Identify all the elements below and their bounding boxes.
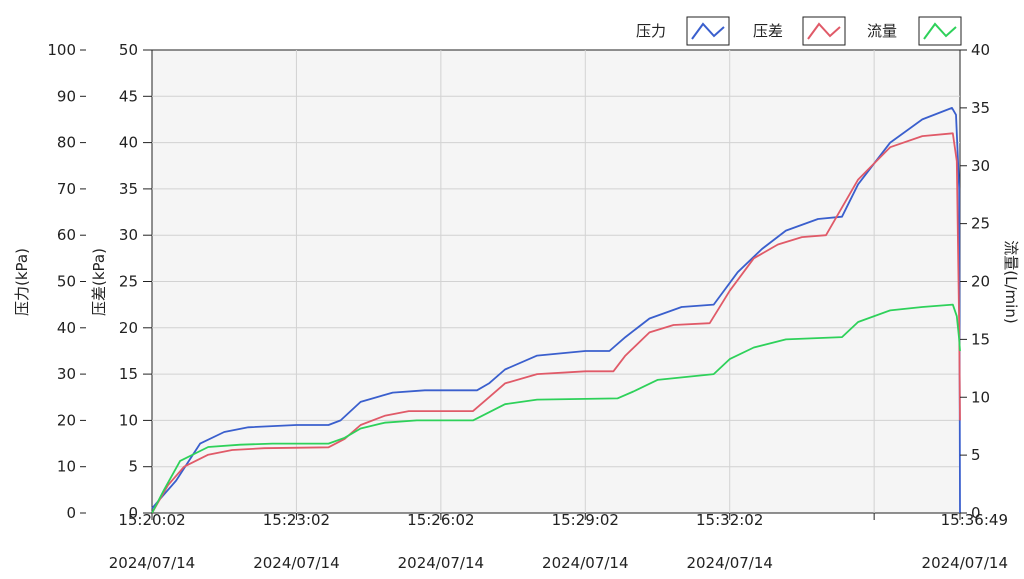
legend-label-diff-pressure: 压差 [753,22,783,40]
series-line-flow [151,303,961,514]
left-inner-tick-label: 35 [119,180,138,198]
left-outer-tick-label: 10 [57,458,76,476]
legend-swatch-diff-pressure [802,16,846,46]
left-inner-tick-label: 20 [119,319,138,337]
x-tick-label-date: 2024/07/14 [253,554,339,572]
x-tick-label-time: 15:26:02 [407,511,474,529]
legend-line-pressure [691,22,725,40]
left-outer-tick-label: 100 [47,41,76,59]
series-layer [151,107,961,514]
legend-label-pressure: 压力 [636,22,666,40]
left-inner-tick-label: 10 [119,411,138,429]
right-tick-label: 25 [971,215,990,233]
left-inner-tick-label: 50 [119,41,138,59]
right-tick-label: 0 [971,504,981,522]
right-tick-label: 35 [971,99,990,117]
left-outer-tick-label: 70 [57,180,76,198]
x-tick-label-time: 15:20:02 [118,511,185,529]
left-inner-tick-label: 15 [119,365,138,383]
series-line-diff-pressure [151,132,961,514]
left-inner-tick-label: 40 [119,134,138,152]
x-tick-label-time: 15:32:02 [696,511,763,529]
legend-item-diff-pressure: 压差 [753,16,846,46]
x-tick-label-time: 15:29:02 [552,511,619,529]
left-inner-tick-label: 45 [119,87,138,105]
left-outer-tick-label: 40 [57,319,76,337]
left-inner-tick-label: 30 [119,226,138,244]
x-tick-label-time: 15:36:49 [941,511,1008,529]
left-outer-tick-label: 20 [57,411,76,429]
legend-swatch-pressure [686,16,730,46]
left-inner-tick-label: 0 [128,504,138,522]
legend-item-flow: 流量 [867,16,962,46]
left-inner-tick-label: 5 [128,458,138,476]
left-outer-tick-label: 50 [57,273,76,291]
x-tick-label-date: 2024/07/14 [109,554,195,572]
legend-line-flow [923,22,957,40]
legend-line-diff-pressure [807,22,841,40]
x-tick-label-date: 2024/07/14 [542,554,628,572]
x-tick-label-date: 2024/07/14 [686,554,772,572]
x-tick-label-date: 2024/07/14 [922,554,1008,572]
left-outer-tick-label: 0 [66,504,76,522]
right-axis-title: 流量(L/min) [1002,240,1020,323]
left-outer-tick-label: 60 [57,226,76,244]
left-inner-tick-label: 25 [119,273,138,291]
legend-item-pressure: 压力 [636,16,730,46]
x-tick-label-time: 15:23:02 [263,511,330,529]
right-tick-label: 15 [971,330,990,348]
right-tick-label: 20 [971,273,990,291]
left-outer-axis-title: 压力(kPa) [13,248,31,316]
axis-layer: 15:20:02 2024/07/14 15:23:02 2024/07/14 15:2… [47,41,1008,572]
left-outer-tick-label: 30 [57,365,76,383]
x-tick-label-date: 2024/07/14 [398,554,484,572]
legend-label-flow: 流量 [867,22,897,40]
legend: 压力 压差 流量 [636,16,962,46]
legend-swatch-flow [918,16,962,46]
grid-lines [152,50,960,513]
left-outer-tick-label: 80 [57,134,76,152]
right-tick-label: 5 [971,446,981,464]
right-tick-label: 10 [971,388,990,406]
left-inner-axis-title: 压差(kPa) [90,248,108,316]
right-tick-label: 40 [971,41,990,59]
left-outer-tick-label: 90 [57,87,76,105]
right-tick-label: 30 [971,157,990,175]
